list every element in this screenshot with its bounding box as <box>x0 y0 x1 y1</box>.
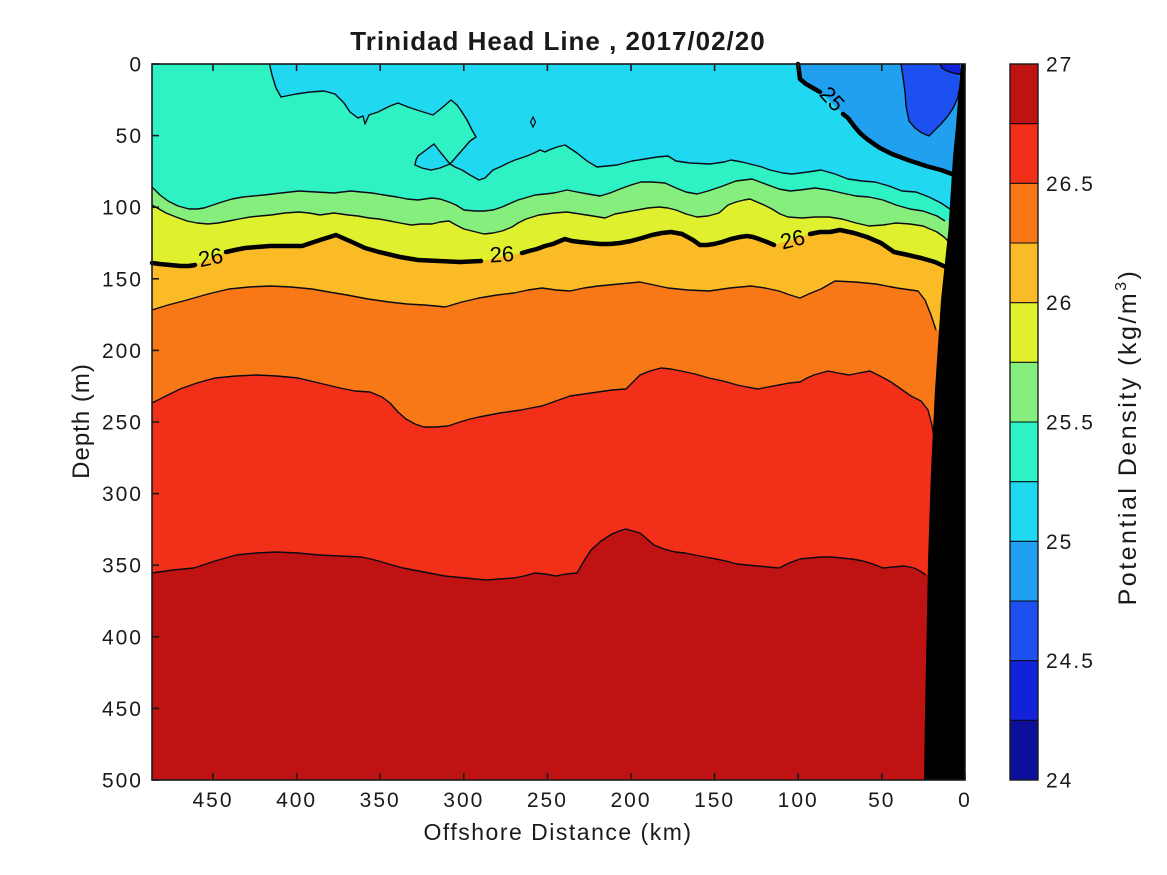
svg-text:50: 50 <box>868 789 895 812</box>
svg-text:26: 26 <box>778 224 808 254</box>
svg-text:250: 250 <box>527 789 568 812</box>
svg-text:350: 350 <box>102 555 143 578</box>
svg-text:100: 100 <box>102 197 143 220</box>
svg-text:150: 150 <box>694 789 735 812</box>
svg-text:200: 200 <box>610 789 651 812</box>
svg-text:25: 25 <box>1046 531 1073 554</box>
svg-text:0: 0 <box>129 54 143 77</box>
svg-text:300: 300 <box>443 789 484 812</box>
svg-text:27: 27 <box>1046 54 1073 77</box>
svg-text:450: 450 <box>102 698 143 721</box>
svg-text:0: 0 <box>958 789 972 812</box>
svg-text:26: 26 <box>489 241 515 267</box>
svg-text:25.5: 25.5 <box>1046 412 1095 435</box>
svg-text:450: 450 <box>192 789 233 812</box>
svg-text:400: 400 <box>276 789 317 812</box>
svg-text:400: 400 <box>102 626 143 649</box>
svg-text:Potential Density (kg/m3): Potential Density (kg/m3) <box>1113 269 1142 606</box>
svg-text:50: 50 <box>116 125 143 148</box>
svg-text:100: 100 <box>778 789 819 812</box>
svg-text:350: 350 <box>360 789 401 812</box>
svg-text:26: 26 <box>1046 292 1073 315</box>
svg-text:200: 200 <box>102 340 143 363</box>
svg-text:Depth (m): Depth (m) <box>68 363 95 479</box>
svg-text:250: 250 <box>102 412 143 435</box>
svg-text:500: 500 <box>102 770 143 793</box>
svg-text:300: 300 <box>102 483 143 506</box>
svg-text:24.5: 24.5 <box>1046 650 1095 673</box>
svg-text:24: 24 <box>1046 770 1073 793</box>
svg-text:Trinidad Head Line , 2017/02/2: Trinidad Head Line , 2017/02/20 <box>350 26 765 56</box>
svg-text:150: 150 <box>102 268 143 291</box>
svg-text:Offshore Distance (km): Offshore Distance (km) <box>423 819 692 845</box>
svg-text:26: 26 <box>196 243 225 273</box>
svg-text:26.5: 26.5 <box>1046 173 1095 196</box>
